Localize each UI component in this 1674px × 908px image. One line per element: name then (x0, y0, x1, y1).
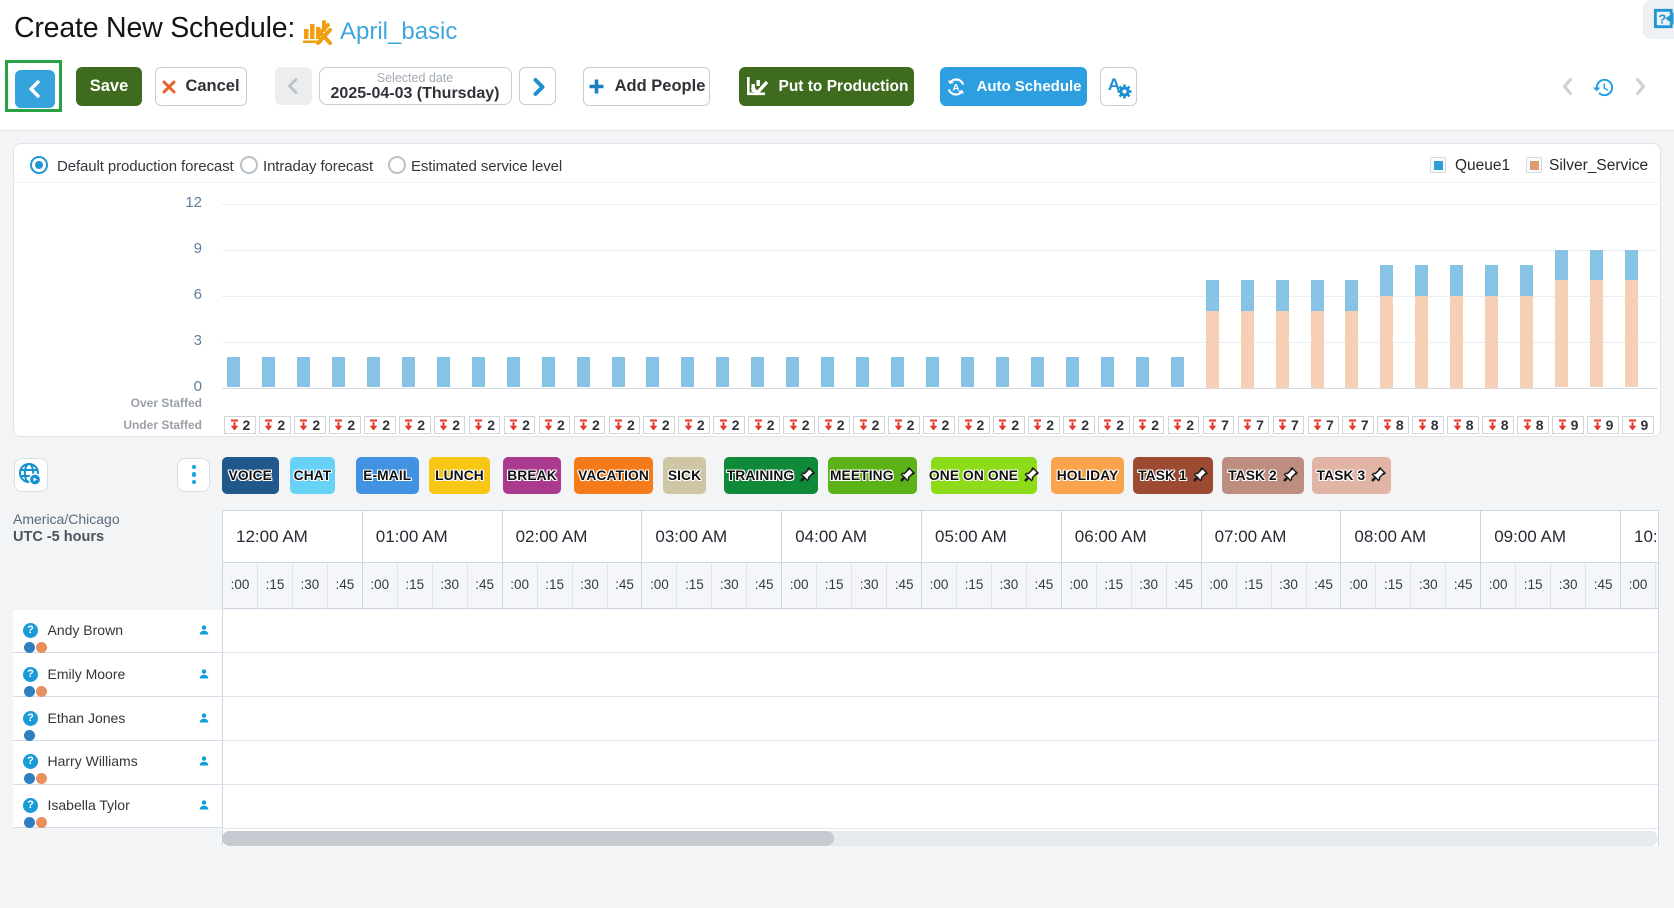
svg-text:A: A (1108, 75, 1120, 94)
svg-text:A: A (953, 82, 960, 93)
svg-text:?: ? (1658, 11, 1666, 26)
